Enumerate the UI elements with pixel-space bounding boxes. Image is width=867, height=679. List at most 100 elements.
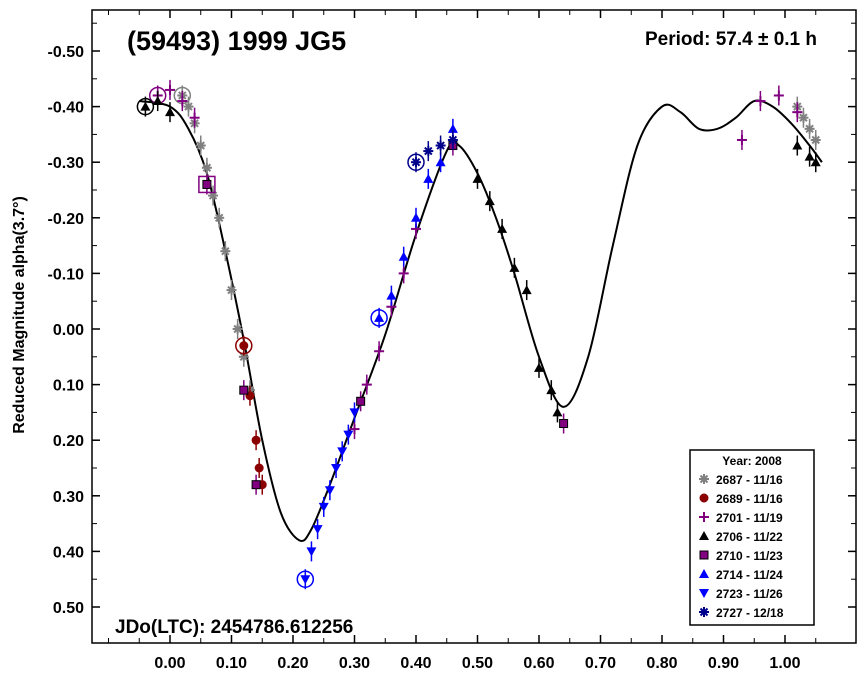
legend-box [689, 449, 815, 626]
legend-label: 2714 - 11/24 [716, 568, 783, 582]
data-point [239, 341, 249, 351]
x-tick-label: 0.90 [708, 655, 739, 672]
period-text: Period: 57.4 ± 0.1 h [645, 29, 817, 50]
y-tick-label: 0.40 [53, 544, 84, 561]
data-point [337, 447, 348, 457]
legend-marker [699, 607, 709, 617]
legend-marker [699, 512, 709, 522]
data-point [484, 196, 495, 206]
x-tick-label: 0.60 [523, 655, 554, 672]
series-start-marker [407, 153, 425, 171]
x-tick-label: 1.00 [769, 655, 800, 672]
data-point [411, 212, 421, 222]
data-point [447, 134, 458, 145]
x-tick-label: 0.80 [646, 655, 677, 672]
y-tick-label: 0.00 [53, 322, 84, 339]
data-point [251, 480, 261, 490]
legend-label: 2689 - 11/16 [716, 492, 783, 506]
x-tick-label: 0.70 [585, 655, 616, 672]
data-point [804, 123, 815, 134]
legend: Year: 2008 2687 - 11/16 2689 - 11/16 2701 … [689, 449, 815, 626]
x-tick-label: 0.30 [339, 655, 370, 672]
data-point [152, 96, 163, 106]
legend-label: 2710 - 11/23 [716, 549, 783, 563]
tick-labels: 0.00 0.10 0.20 0.30 0.40 0.50 0.60 0.70 0.80 0.90… [48, 44, 801, 672]
data-point [810, 157, 821, 167]
data-point [165, 107, 175, 117]
series-start-marker [235, 336, 253, 355]
data-point [226, 285, 237, 296]
data-point [318, 502, 329, 512]
data-point [300, 575, 311, 585]
data-point [773, 90, 784, 101]
data-point [435, 157, 446, 167]
y-tick-label: 0.50 [53, 600, 84, 617]
x-tick-label: 0.40 [400, 655, 431, 672]
data-point [331, 464, 342, 473]
data-point [521, 285, 532, 295]
data-point [195, 140, 206, 151]
data-point [534, 362, 544, 372]
series-start-marker [296, 570, 315, 588]
data-point [435, 140, 446, 151]
data-point [411, 157, 421, 168]
y-tick-label: -0.10 [48, 266, 85, 283]
data-point [736, 134, 747, 145]
legend-label: 2687 - 11/16 [716, 473, 783, 487]
data-point [509, 262, 520, 272]
series-start-marker [136, 97, 155, 116]
axis-ticks [92, 10, 856, 643]
legend-label: 2701 - 11/19 [716, 511, 783, 525]
data-point [398, 268, 409, 279]
series-start-marker [370, 309, 388, 327]
data-point [140, 101, 151, 111]
data-point [177, 96, 188, 107]
legend-title: Year: 2008 [722, 454, 782, 468]
x-tick-label: 0.00 [154, 655, 185, 672]
data-point [804, 151, 815, 161]
data-point [447, 123, 458, 133]
data-point [386, 290, 397, 300]
fourier-fit-curve [139, 99, 823, 543]
data-point [254, 463, 264, 473]
data-point [349, 408, 360, 418]
legend-label: 2727 - 12/18 [716, 606, 784, 620]
legend-marker [699, 531, 709, 540]
data-point [374, 346, 385, 357]
data-point [349, 424, 360, 435]
data-point [356, 396, 366, 406]
data-point [189, 112, 200, 123]
data-point [232, 324, 243, 334]
data-point [202, 179, 212, 189]
data-point [201, 162, 212, 173]
data-point [552, 407, 563, 417]
data-point [792, 107, 803, 118]
data-point [546, 385, 557, 395]
data-point [423, 173, 434, 183]
data-point [497, 223, 508, 233]
y-tick-label: -0.50 [48, 44, 85, 61]
x-tick-label: 0.10 [216, 655, 247, 672]
data-point [755, 96, 766, 107]
data-point [472, 173, 483, 183]
legend-marker [699, 493, 709, 503]
data-point [183, 101, 194, 112]
x-tick-label: 0.20 [277, 655, 308, 672]
y-tick-label: 0.10 [53, 378, 84, 395]
legend-marker [699, 569, 709, 578]
y-axis-label: Reduced Magnitude alpha(3.7°) [11, 196, 28, 434]
data-point [251, 435, 261, 445]
legend-marker [699, 474, 709, 484]
legend-marker [699, 550, 709, 560]
data-point [165, 84, 175, 95]
data-points [136, 79, 821, 590]
data-point [324, 486, 335, 496]
legend-marker [699, 589, 709, 598]
y-tick-label: 0.30 [53, 489, 84, 506]
data-point [792, 140, 803, 150]
data-point [374, 312, 385, 322]
data-point [220, 246, 231, 257]
data-point [559, 419, 569, 429]
data-point [810, 134, 821, 145]
